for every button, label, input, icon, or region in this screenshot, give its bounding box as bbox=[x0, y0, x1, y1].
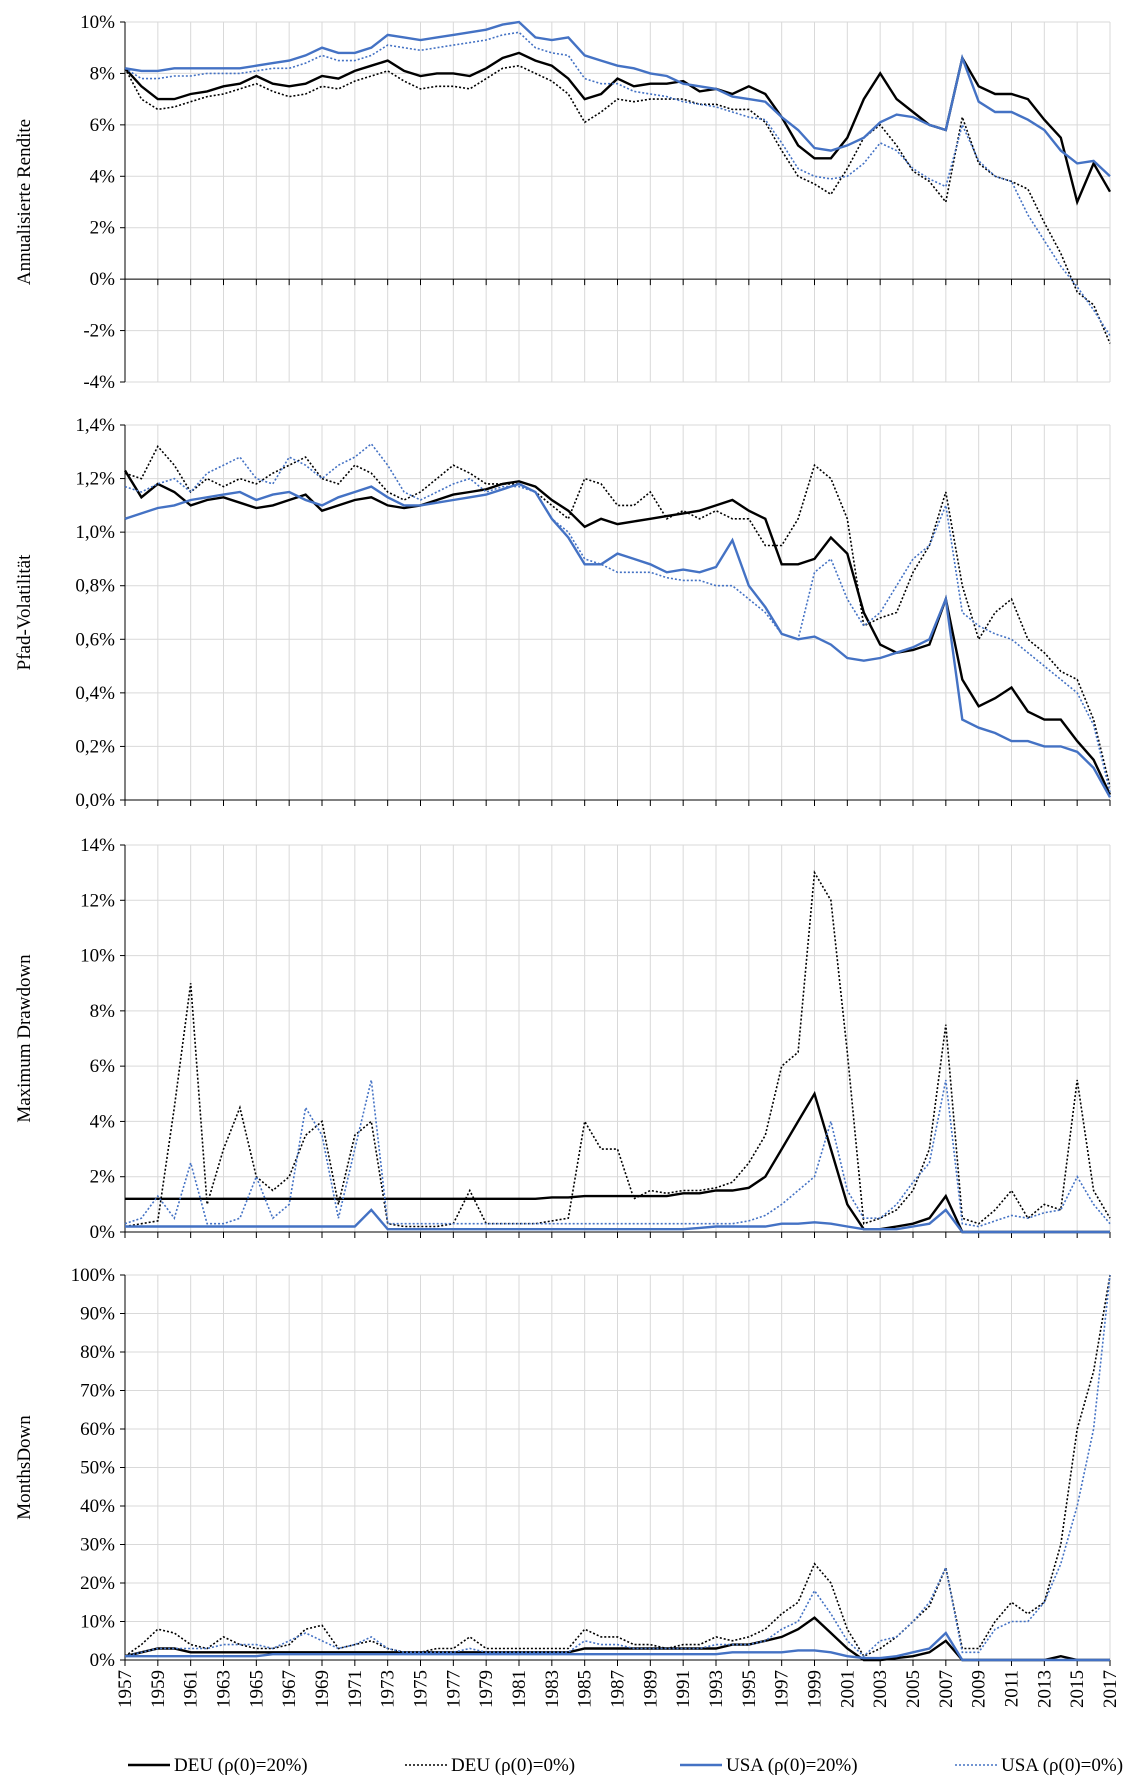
x-tick-label: 2015 bbox=[1067, 1670, 1088, 1708]
y-axis-label: Maximum Drawdown bbox=[14, 954, 35, 1123]
series-line bbox=[124, 1079, 1111, 1228]
x-tick-label: 1957 bbox=[115, 1670, 136, 1708]
y-tick-label: 100% bbox=[71, 1265, 116, 1286]
series-line bbox=[124, 1274, 1111, 1658]
series-line bbox=[124, 442, 1111, 793]
series-line bbox=[124, 20, 1111, 178]
x-tick-label: 1991 bbox=[673, 1670, 694, 1708]
y-tick-label: 1,4% bbox=[75, 415, 115, 436]
y-tick-label: 8% bbox=[90, 1001, 116, 1022]
y-tick-label: -4% bbox=[83, 372, 115, 393]
y-tick-label: 40% bbox=[80, 1496, 115, 1517]
y-tick-label: 0,6% bbox=[75, 629, 115, 650]
y-axis-label: Pfad-Volatilität bbox=[14, 554, 35, 670]
x-tick-label: 1969 bbox=[312, 1670, 333, 1708]
x-tick-label: 1959 bbox=[148, 1670, 169, 1708]
y-tick-label: 60% bbox=[80, 1419, 115, 1440]
series-line bbox=[125, 1208, 1110, 1234]
x-tick-label: 2007 bbox=[936, 1670, 957, 1708]
y-tick-label: 20% bbox=[80, 1573, 115, 1594]
x-tick-label: 2013 bbox=[1034, 1670, 1055, 1708]
y-tick-label: 2% bbox=[90, 218, 116, 239]
y-tick-label: 0,0% bbox=[75, 790, 115, 811]
y-tick-label: 0,2% bbox=[75, 736, 115, 757]
y-tick-label: 0,4% bbox=[75, 683, 115, 704]
x-tick-label: 1989 bbox=[640, 1670, 661, 1708]
y-tick-label: 90% bbox=[80, 1304, 115, 1325]
x-tick-label: 1971 bbox=[345, 1670, 366, 1708]
y-tick-label: 0,8% bbox=[75, 576, 115, 597]
y-tick-label: 2% bbox=[90, 1167, 116, 1188]
y-tick-label: 10% bbox=[80, 1612, 115, 1633]
x-tick-label: 1977 bbox=[443, 1670, 464, 1708]
y-tick-label: 10% bbox=[80, 946, 115, 967]
x-tick-label: 1967 bbox=[279, 1670, 300, 1708]
x-tick-label: 1999 bbox=[805, 1670, 826, 1708]
x-tick-label: 2001 bbox=[837, 1670, 858, 1708]
y-tick-label: 70% bbox=[80, 1381, 115, 1402]
series-line bbox=[124, 31, 1111, 337]
y-tick-label: -2% bbox=[83, 321, 115, 342]
x-tick-label: 1997 bbox=[772, 1670, 793, 1708]
x-tick-label: 1995 bbox=[739, 1670, 760, 1708]
x-tick-label: 1963 bbox=[214, 1670, 235, 1708]
series-line bbox=[125, 1631, 1110, 1662]
y-tick-label: 80% bbox=[80, 1342, 115, 1363]
series-line bbox=[124, 444, 1111, 787]
y-tick-label: 6% bbox=[90, 1056, 116, 1077]
y-tick-label: 30% bbox=[80, 1535, 115, 1556]
x-tick-label: 1993 bbox=[706, 1670, 727, 1708]
y-tick-label: 4% bbox=[90, 166, 116, 187]
y-tick-label: 8% bbox=[90, 63, 116, 84]
y-tick-label: 4% bbox=[90, 1111, 116, 1132]
y-tick-label: 12% bbox=[80, 890, 115, 911]
x-tick-label: 1987 bbox=[608, 1670, 629, 1708]
y-tick-label: 1,0% bbox=[75, 522, 115, 543]
y-tick-label: 6% bbox=[90, 115, 116, 136]
series-line bbox=[124, 482, 1112, 798]
y-tick-label: 0% bbox=[90, 1222, 116, 1243]
legend-label: USA (ρ(0)=0%) bbox=[1001, 1755, 1123, 1776]
series-line bbox=[124, 1616, 1110, 1662]
x-tick-label: 2011 bbox=[1002, 1670, 1023, 1707]
x-tick-label: 2009 bbox=[969, 1670, 990, 1708]
series-line bbox=[124, 870, 1111, 1228]
x-tick-label: 1983 bbox=[542, 1670, 563, 1708]
series-line bbox=[125, 1090, 1110, 1234]
x-tick-label: 1961 bbox=[181, 1670, 202, 1708]
x-tick-label: 1973 bbox=[378, 1670, 399, 1708]
y-tick-label: 0% bbox=[90, 269, 116, 290]
x-tick-label: 2005 bbox=[903, 1670, 924, 1708]
x-tick-label: 1975 bbox=[411, 1670, 432, 1708]
x-tick-label: 1965 bbox=[246, 1670, 267, 1708]
x-tick-label: 1979 bbox=[476, 1670, 497, 1708]
y-tick-label: 14% bbox=[80, 835, 115, 856]
y-tick-label: 50% bbox=[80, 1458, 115, 1479]
x-tick-label: 1981 bbox=[509, 1670, 530, 1708]
y-axis-label: MonthsDown bbox=[14, 1415, 35, 1520]
legend-label: USA (ρ(0)=20%) bbox=[726, 1755, 858, 1776]
series-line bbox=[124, 64, 1111, 344]
x-tick-label: 2017 bbox=[1100, 1670, 1121, 1708]
series-line bbox=[124, 1274, 1111, 1658]
y-axis-label: Annualisierte Rendite bbox=[14, 119, 35, 285]
y-tick-label: 0% bbox=[90, 1650, 116, 1671]
x-tick-label: 2003 bbox=[870, 1670, 891, 1708]
y-tick-label: 10% bbox=[80, 12, 115, 33]
legend-label: DEU (ρ(0)=20%) bbox=[174, 1755, 308, 1776]
x-tick-label: 1985 bbox=[575, 1670, 596, 1708]
legend-label: DEU (ρ(0)=0%) bbox=[451, 1755, 575, 1776]
y-tick-label: 1,2% bbox=[75, 469, 115, 490]
